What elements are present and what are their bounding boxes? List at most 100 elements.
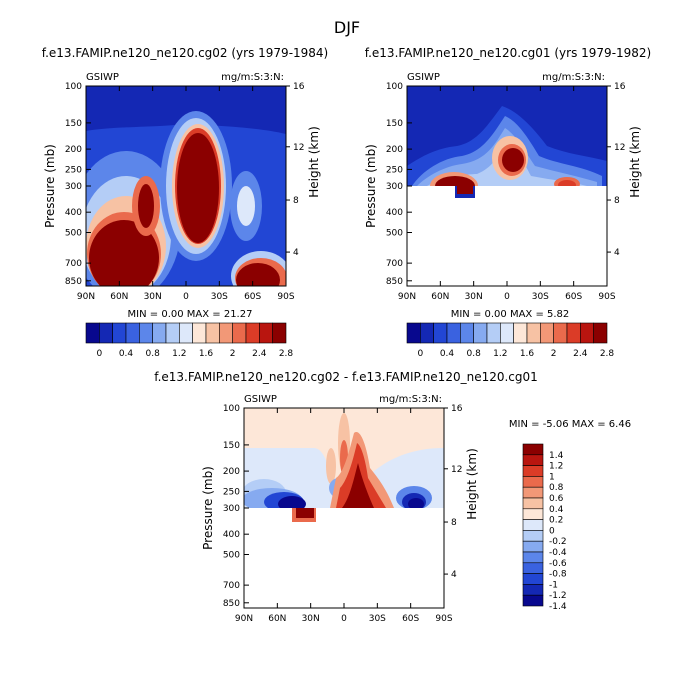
- right-tick-label: 12: [451, 465, 462, 475]
- colorbar-swatch: [165, 322, 180, 344]
- colorbar-swatch: [593, 322, 608, 344]
- colorbar-label: 0.8: [146, 349, 161, 359]
- colorbar-label: 2.4: [573, 349, 588, 359]
- colorbar-label: 2.8: [279, 349, 294, 359]
- panel-3-field: [244, 408, 444, 608]
- right-tick-label: 8: [293, 196, 299, 206]
- colorbar-label: -1: [549, 580, 558, 590]
- colorbar-label: -0.8: [549, 570, 567, 580]
- page-title: DJF: [334, 18, 360, 37]
- panel-1-field: [86, 86, 286, 286]
- colorbar-label: -1.4: [549, 602, 567, 612]
- colorbar-label: 2: [230, 349, 236, 359]
- y-tick-label: 200: [386, 145, 403, 155]
- right-tick-label: 12: [614, 143, 625, 153]
- colorbar-swatch: [553, 322, 568, 344]
- y-tick-label: 400: [386, 208, 403, 218]
- y-tick-label: 300: [386, 182, 403, 192]
- colorbar-swatch: [259, 322, 273, 344]
- panel-1-title: f.e13.FAMIP.ne120_ne120.cg02 (yrs 1979-1…: [42, 46, 329, 60]
- x-tick-label: 60N: [268, 614, 286, 624]
- panel-1-ylabel: Pressure (mb): [43, 144, 57, 228]
- x-tick-label: 60S: [244, 292, 261, 302]
- colorbar-swatch: [232, 322, 247, 344]
- colorbar-label: 0.4: [549, 505, 564, 515]
- panel-3-right-label: Height (km): [465, 448, 479, 519]
- x-tick-label: 60S: [402, 614, 419, 624]
- x-tick-label: 60S: [565, 292, 582, 302]
- y-tick-label: 200: [223, 467, 240, 477]
- y-tick-label: 300: [65, 182, 82, 192]
- colorbar-swatch: [580, 322, 594, 344]
- panel-2-right-label: Height (km): [628, 126, 642, 197]
- y-tick-label: 200: [65, 145, 82, 155]
- colorbar-swatch: [99, 322, 113, 344]
- colorbar-label: 2.4: [252, 349, 267, 359]
- colorbar-label: -0.4: [549, 548, 567, 558]
- right-tick-label: 4: [451, 570, 457, 580]
- colorbar-label: 0.2: [549, 516, 563, 526]
- panel-1-var-label: GSIWP: [86, 72, 119, 83]
- x-tick-label: 30N: [144, 292, 162, 302]
- panel-2-var-label: GSIWP: [407, 72, 440, 83]
- y-tick-label: 100: [223, 404, 240, 414]
- colorbar-swatch: [245, 322, 260, 344]
- panel-3: f.e13.FAMIP.ne120_ne120.cg02 - f.e13.FAM…: [154, 370, 631, 624]
- y-tick-label: 400: [223, 530, 240, 540]
- right-tick-label: 12: [293, 143, 304, 153]
- x-tick-label: 90N: [235, 614, 253, 624]
- panel-3-ylabel: Pressure (mb): [201, 466, 215, 550]
- colorbar-label: 2.8: [600, 349, 615, 359]
- colorbar-swatch: [420, 322, 434, 344]
- x-tick-label: 0: [504, 292, 510, 302]
- panel-3-var-label: GSIWP: [244, 394, 277, 405]
- colorbar-swatch: [486, 322, 501, 344]
- colorbar-swatch: [522, 540, 544, 553]
- y-tick-label: 500: [386, 228, 403, 238]
- colorbar-swatch: [566, 322, 581, 344]
- colorbar-swatch: [513, 322, 528, 344]
- colorbar-swatch: [522, 573, 544, 585]
- y-tick-label: 250: [386, 165, 403, 175]
- colorbar-label: -0.6: [549, 559, 567, 569]
- y-tick-label: 100: [65, 82, 82, 92]
- colorbar-label: 2: [551, 349, 557, 359]
- y-tick-label: 150: [223, 441, 240, 451]
- x-tick-label: 0: [183, 292, 189, 302]
- x-tick-label: 30S: [532, 292, 549, 302]
- colorbar-swatch: [522, 584, 544, 596]
- colorbar-swatch: [522, 465, 544, 477]
- x-tick-label: 90N: [77, 292, 95, 302]
- panel-2-ylabel: Pressure (mb): [364, 144, 378, 228]
- colorbar-label: 1: [549, 472, 555, 482]
- x-tick-label: 90S: [598, 292, 615, 302]
- colorbar-swatch: [522, 594, 544, 607]
- colorbar-swatch: [272, 322, 287, 344]
- colorbar-swatch: [192, 322, 207, 344]
- colorbar-swatch: [433, 322, 448, 344]
- colorbar-swatch: [473, 322, 488, 344]
- x-tick-label: 90N: [398, 292, 416, 302]
- colorbar-swatch: [540, 322, 554, 344]
- x-tick-label: 30S: [211, 292, 228, 302]
- colorbar-label: 1.4: [549, 451, 564, 461]
- y-tick-label: 250: [223, 487, 240, 497]
- colorbar-label: 1.6: [199, 349, 214, 359]
- colorbar-swatch: [522, 443, 544, 456]
- colorbar-swatch: [522, 454, 544, 466]
- colorbar-swatch: [522, 476, 544, 488]
- colorbar-label: 0: [96, 349, 102, 359]
- colorbar-swatch: [112, 322, 127, 344]
- colorbar-label: 1.6: [520, 349, 535, 359]
- right-tick-label: 4: [293, 248, 299, 258]
- panel-3-title: f.e13.FAMIP.ne120_ne120.cg02 - f.e13.FAM…: [154, 370, 538, 384]
- colorbar-swatch: [526, 322, 541, 344]
- y-tick-label: 850: [386, 277, 403, 287]
- colorbar-label: 0.6: [549, 494, 564, 504]
- x-tick-label: 90S: [435, 614, 452, 624]
- right-tick-label: 16: [451, 404, 463, 414]
- colorbar-label: 1.2: [493, 349, 507, 359]
- panel-3-stats: MIN = -5.06 MAX = 6.46: [509, 419, 631, 430]
- colorbar-swatch: [522, 508, 544, 520]
